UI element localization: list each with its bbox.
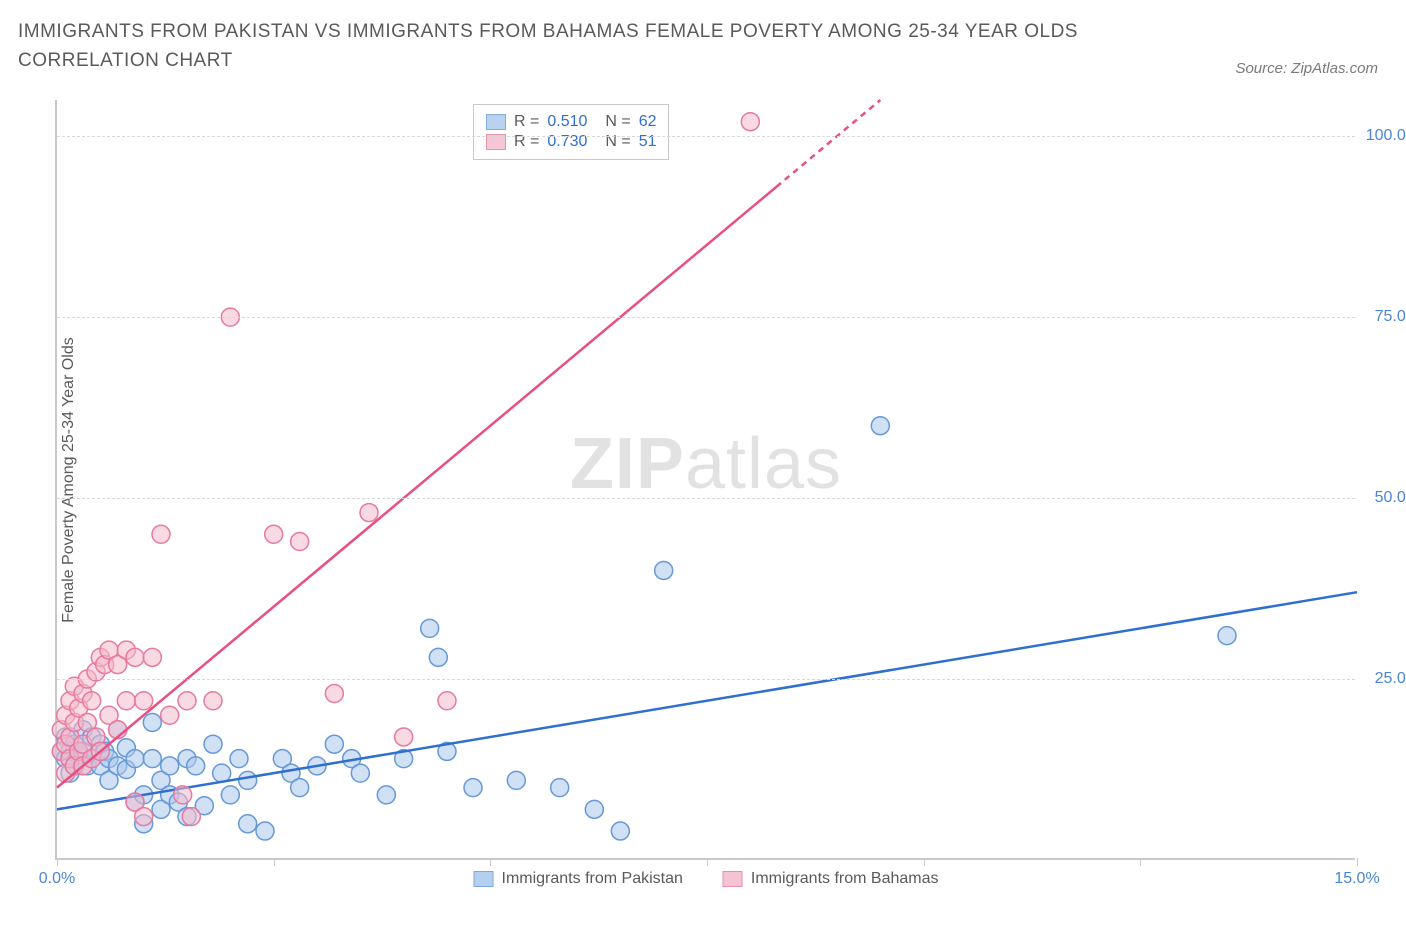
- x-tick-label: 0.0%: [39, 870, 75, 888]
- scatter-point-pakistan: [871, 417, 889, 435]
- scatter-point-bahamas: [325, 685, 343, 703]
- scatter-point-pakistan: [187, 757, 205, 775]
- scatter-point-pakistan: [655, 561, 673, 579]
- x-tick: [1140, 858, 1141, 866]
- y-tick-label: 75.0%: [1360, 308, 1406, 326]
- scatter-point-bahamas: [178, 692, 196, 710]
- scatter-point-bahamas: [395, 728, 413, 746]
- scatter-point-pakistan: [126, 750, 144, 768]
- scatter-point-bahamas: [291, 533, 309, 551]
- gridline-h: [57, 498, 1355, 499]
- scatter-point-bahamas: [174, 786, 192, 804]
- x-tick-label: 15.0%: [1334, 870, 1379, 888]
- legend-swatch-pakistan: [486, 114, 506, 130]
- x-tick: [707, 858, 708, 866]
- scatter-point-bahamas: [117, 692, 135, 710]
- legend-series-name: Immigrants from Bahamas: [751, 870, 939, 888]
- scatter-point-pakistan: [325, 735, 343, 753]
- gridline-h: [57, 317, 1355, 318]
- scatter-point-pakistan: [239, 815, 257, 833]
- legend-item-pakistan: Immigrants from Pakistan: [474, 870, 683, 888]
- y-tick-label: 25.0%: [1360, 670, 1406, 688]
- scatter-point-bahamas: [135, 808, 153, 826]
- chart-area: Female Poverty Among 25-34 Year Olds ZIP…: [55, 100, 1355, 860]
- scatter-point-pakistan: [421, 619, 439, 637]
- legend-stat-row-pakistan: R = 0.510 N = 62: [486, 113, 656, 131]
- scatter-point-bahamas: [741, 113, 759, 131]
- legend-N-label: N =: [605, 113, 630, 131]
- x-tick: [1357, 858, 1358, 866]
- legend-N-value: 62: [639, 113, 657, 131]
- scatter-point-pakistan: [429, 648, 447, 666]
- scatter-point-pakistan: [221, 786, 239, 804]
- scatter-point-pakistan: [507, 771, 525, 789]
- scatter-point-bahamas: [265, 525, 283, 543]
- scatter-point-pakistan: [585, 800, 603, 818]
- legend-R-value: 0.510: [547, 113, 597, 131]
- scatter-point-pakistan: [1218, 627, 1236, 645]
- plot-region: ZIPatlas R =0.510N =62R =0.730N =51 Immi…: [55, 100, 1355, 860]
- series-legend: Immigrants from Pakistan Immigrants from …: [474, 870, 939, 888]
- scatter-point-pakistan: [351, 764, 369, 782]
- y-tick-label: 100.0%: [1360, 127, 1406, 145]
- x-tick: [274, 858, 275, 866]
- scatter-point-pakistan: [291, 779, 309, 797]
- gridline-h: [57, 136, 1355, 137]
- x-tick: [57, 858, 58, 866]
- scatter-point-pakistan: [230, 750, 248, 768]
- scatter-point-bahamas: [135, 692, 153, 710]
- scatter-point-bahamas: [438, 692, 456, 710]
- scatter-point-pakistan: [377, 786, 395, 804]
- regression-line-bahamas-dashed: [776, 100, 880, 187]
- scatter-point-pakistan: [256, 822, 274, 840]
- plot-svg: [57, 100, 1355, 858]
- y-tick-label: 50.0%: [1360, 489, 1406, 507]
- scatter-point-bahamas: [126, 648, 144, 666]
- source-attribution: Source: ZipAtlas.com: [1235, 60, 1378, 77]
- scatter-point-pakistan: [204, 735, 222, 753]
- regression-line-bahamas: [57, 187, 776, 788]
- scatter-point-pakistan: [213, 764, 231, 782]
- x-tick: [490, 858, 491, 866]
- legend-series-name: Immigrants from Pakistan: [502, 870, 683, 888]
- scatter-point-pakistan: [143, 750, 161, 768]
- scatter-point-bahamas: [161, 706, 179, 724]
- chart-title: IMMIGRANTS FROM PAKISTAN VS IMMIGRANTS F…: [18, 18, 1118, 75]
- scatter-point-pakistan: [611, 822, 629, 840]
- correlation-legend: R =0.510N =62R =0.730N =51: [473, 104, 669, 160]
- scatter-point-bahamas: [83, 692, 101, 710]
- scatter-point-bahamas: [143, 648, 161, 666]
- scatter-point-bahamas: [360, 504, 378, 522]
- scatter-point-bahamas: [182, 808, 200, 826]
- legend-item-bahamas: Immigrants from Bahamas: [723, 870, 939, 888]
- scatter-point-pakistan: [551, 779, 569, 797]
- gridline-h: [57, 679, 1355, 680]
- legend-R-label: R =: [514, 113, 539, 131]
- scatter-point-pakistan: [161, 757, 179, 775]
- legend-swatch-bahamas: [723, 871, 743, 887]
- scatter-point-bahamas: [204, 692, 222, 710]
- x-tick: [924, 858, 925, 866]
- scatter-point-bahamas: [152, 525, 170, 543]
- scatter-point-pakistan: [239, 771, 257, 789]
- scatter-point-pakistan: [464, 779, 482, 797]
- scatter-point-pakistan: [143, 713, 161, 731]
- legend-swatch-pakistan: [474, 871, 494, 887]
